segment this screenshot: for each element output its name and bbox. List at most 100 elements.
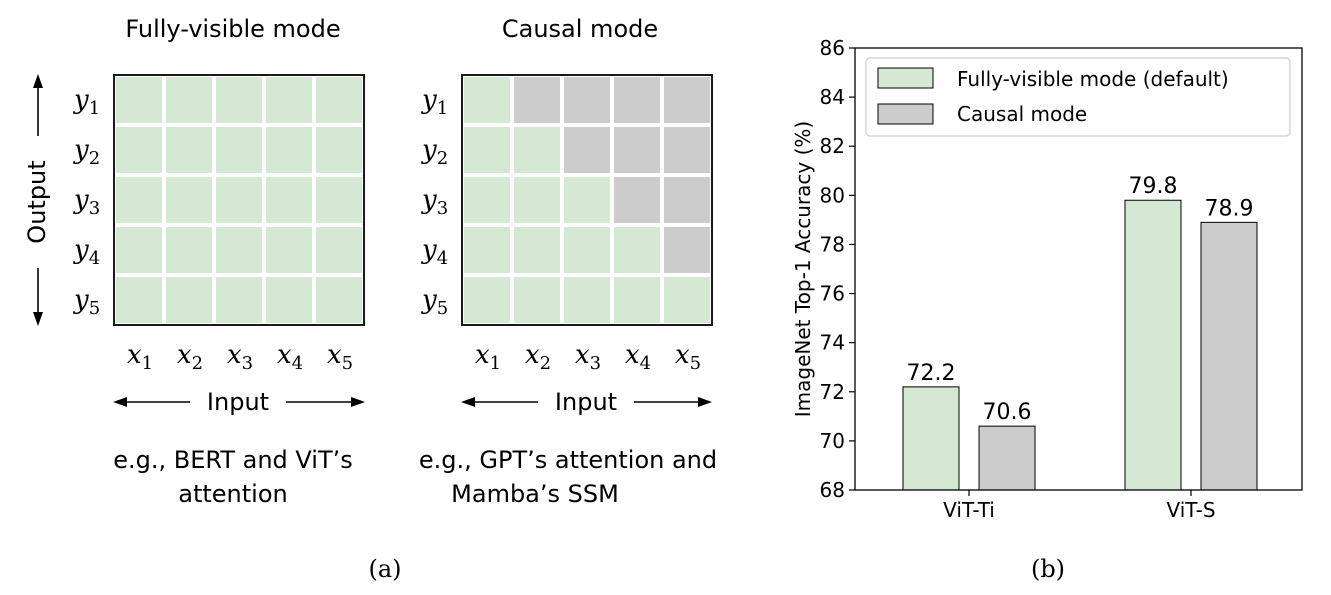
causal-desc-line1: e.g., GPT’s attention and: [419, 446, 717, 474]
y-tick-label: 82: [820, 134, 845, 158]
matrix-cell: [510, 123, 564, 177]
bar-series: [902, 199, 1258, 491]
row-label: y3: [73, 185, 100, 219]
fully-visible-desc-line2: attention: [178, 480, 287, 508]
col-label: x1: [127, 340, 153, 374]
matrix-cell: [560, 123, 614, 177]
matrix-cell: [560, 273, 614, 327]
fv-input-axis-arrow: Input: [113, 388, 365, 416]
matrix-cell: [510, 273, 564, 327]
row-label: y4: [421, 235, 448, 269]
bar-chart: 72.2 70.6 79.8 78.9 68 70 72 74 76 78 80 82 84 86 Vi…: [791, 36, 1303, 522]
plot-frame: [854, 47, 1303, 491]
causal-title: Causal mode: [502, 15, 658, 43]
matrix-cell: [460, 223, 514, 277]
arrow-left-icon: [113, 397, 127, 407]
matrix-cell: [460, 173, 514, 227]
row-label: y2: [421, 135, 448, 169]
arrow-down-icon: [33, 312, 43, 326]
caption-a: (a): [368, 555, 401, 583]
matrix-cell: [262, 73, 316, 127]
matrix-cell: [162, 273, 216, 327]
matrix-cell: [312, 273, 366, 327]
legend-swatch-causal: [877, 103, 934, 125]
row-label: y4: [73, 235, 100, 269]
matrix-cell: [312, 123, 366, 177]
bar-value-label: 72.2: [907, 361, 956, 386]
causal-input-label: Input: [555, 388, 617, 416]
y-tick-label: 80: [820, 183, 845, 207]
x-tick-label: ViT-S: [1166, 498, 1215, 522]
bar-value-label: 79.8: [1129, 174, 1178, 199]
row-label: y1: [73, 85, 100, 119]
matrix-cell: [112, 173, 166, 227]
matrix-cell: [510, 223, 564, 277]
y-tick-label: 78: [820, 232, 845, 256]
col-label: x3: [227, 340, 253, 374]
matrix-cell: [212, 223, 266, 277]
matrix-cell: [162, 223, 216, 277]
bar: [1124, 199, 1182, 491]
matrix-cell: [610, 73, 664, 127]
arrow-up-icon: [33, 74, 43, 88]
matrix-cell: [162, 73, 216, 127]
matrix-cell: [660, 173, 714, 227]
col-label: x3: [575, 340, 601, 374]
matrix-border: [461, 74, 713, 326]
legend-swatch-fully-visible: [877, 67, 934, 89]
x-axis-ticks: ViT-Ti ViT-S: [943, 490, 1216, 522]
matrix-cell: [162, 173, 216, 227]
matrix-cell: [262, 273, 316, 327]
matrix-cell: [610, 273, 664, 327]
matrix-cell: [212, 73, 266, 127]
fully-visible-desc-line1: e.g., BERT and ViT’s: [113, 446, 353, 474]
matrix-cell: [660, 123, 714, 177]
matrix-cell: [660, 273, 714, 327]
matrix-cell: [162, 123, 216, 177]
matrix-cell: [560, 73, 614, 127]
row-label: y1: [421, 85, 448, 119]
matrix-cell: [112, 73, 166, 127]
y-tick-label: 70: [820, 429, 845, 453]
caption-b: (b): [1031, 555, 1065, 583]
legend-label-fully-visible: Fully-visible mode (default): [957, 67, 1229, 91]
legend-label-causal: Causal mode: [957, 102, 1087, 126]
matrix-cell: [112, 123, 166, 177]
matrix-cell: [112, 223, 166, 277]
bar-value-labels: 72.2 70.6 79.8 78.9: [907, 174, 1254, 425]
matrix-cell: [262, 123, 316, 177]
causal-input-axis-arrow: Input: [461, 388, 712, 416]
matrix-cell: [460, 123, 514, 177]
y-tick-label: 86: [820, 36, 845, 60]
col-label: x4: [277, 340, 303, 374]
matrix-cell: [312, 173, 366, 227]
fv-input-label: Input: [207, 388, 269, 416]
y-axis-ticks: 68 70 72 74 76 78 80 82 84 86: [820, 36, 855, 502]
col-label: x5: [327, 340, 353, 374]
matrix-cell: [212, 173, 266, 227]
matrix-cell: [660, 223, 714, 277]
fully-visible-title: Fully-visible mode: [125, 15, 340, 43]
y-tick-label: 72: [820, 380, 845, 404]
fully-visible-diagram: Fully-visible mode y1 y2 y3 y4 y5 x1 x2 x3 x4 x5…: [23, 15, 366, 508]
fully-visible-row-labels: y1 y2 y3 y4 y5: [73, 85, 100, 319]
output-label: Output: [23, 160, 51, 243]
col-label: x2: [525, 340, 551, 374]
fully-visible-grid: [112, 73, 366, 327]
y-tick-label: 84: [820, 85, 845, 109]
x-tick-label: ViT-Ti: [943, 498, 995, 522]
arrow-left-icon: [461, 397, 475, 407]
matrix-cell: [610, 173, 664, 227]
matrix-cell: [312, 223, 366, 277]
col-label: x2: [177, 340, 203, 374]
bar-value-label: 78.9: [1205, 196, 1254, 221]
arrow-right-icon: [698, 397, 712, 407]
row-label: y2: [73, 135, 100, 169]
bar: [1200, 221, 1258, 491]
legend: Fully-visible mode (default) Causal mode: [865, 57, 1291, 137]
matrix-cell: [610, 123, 664, 177]
causal-desc-line2: Mamba’s SSM: [451, 480, 619, 508]
matrix-cell: [212, 273, 266, 327]
